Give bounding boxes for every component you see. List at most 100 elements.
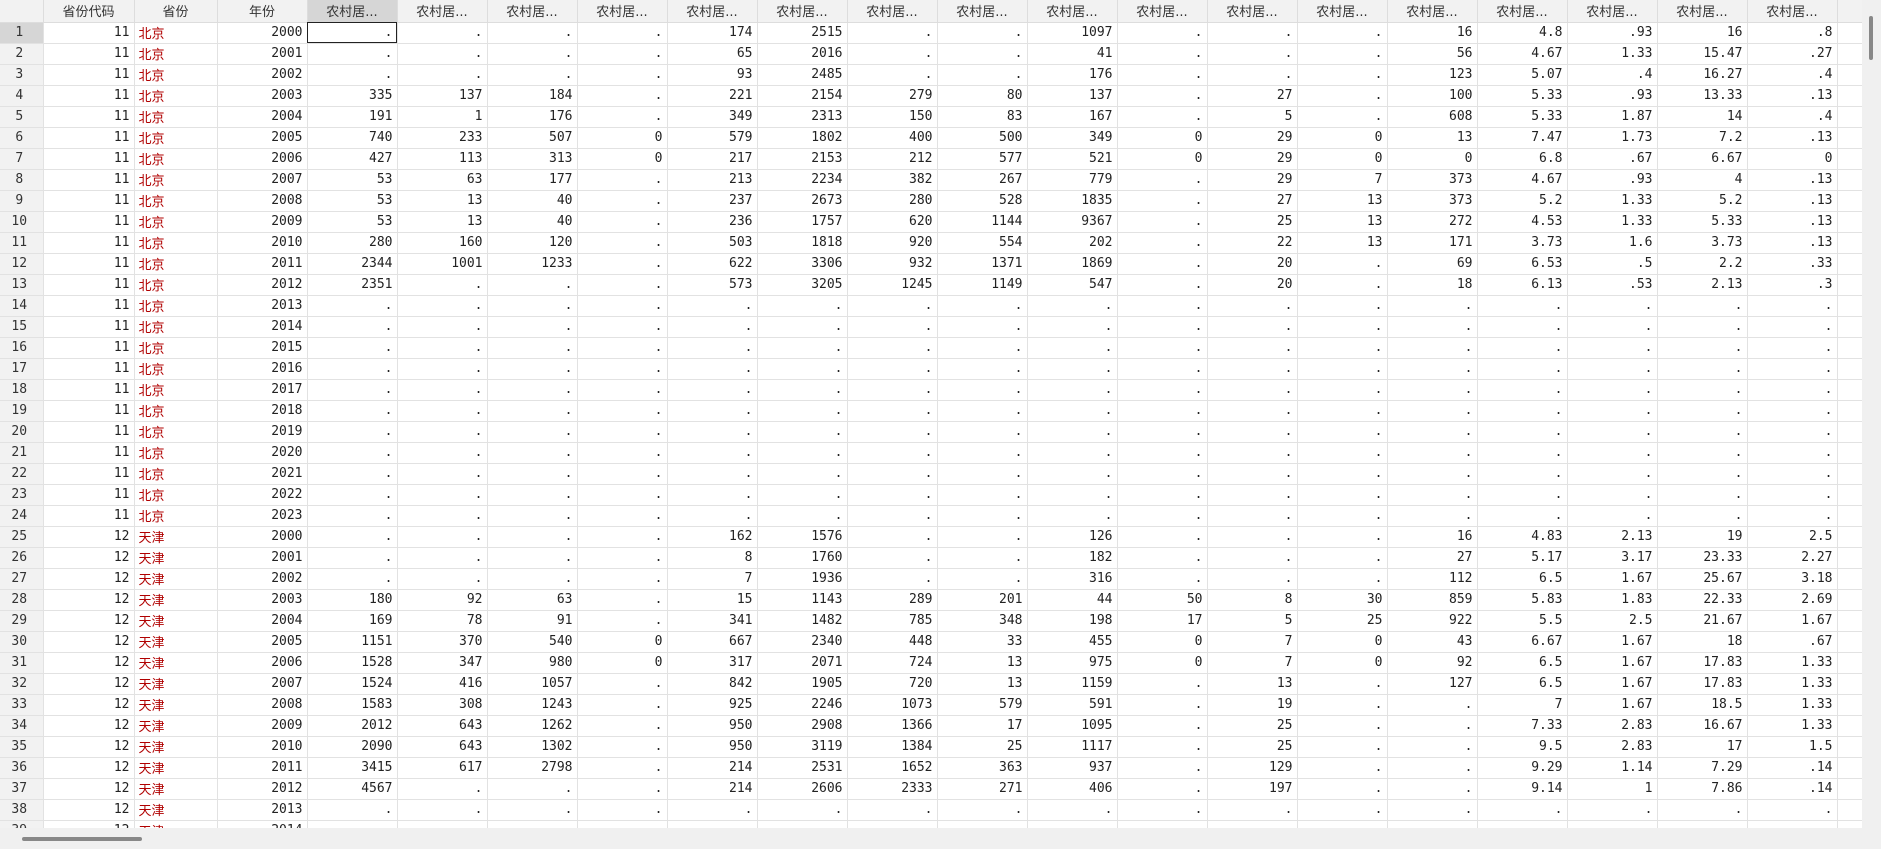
data-cell[interactable] — [1837, 190, 1862, 212]
data-cell[interactable]: . — [1297, 673, 1388, 695]
data-cell[interactable]: 16.27 — [1657, 64, 1748, 86]
data-cell[interactable]: 3415 — [307, 757, 398, 779]
data-cell[interactable]: 8 — [667, 547, 758, 569]
data-cell[interactable]: . — [1477, 316, 1568, 338]
data-cell[interactable]: . — [577, 400, 668, 422]
data-cell[interactable]: . — [847, 484, 938, 506]
data-cell[interactable]: 16 — [1657, 22, 1748, 44]
data-cell[interactable]: . — [1117, 211, 1208, 233]
horizontal-scroll-thumb[interactable] — [22, 837, 142, 841]
data-cell[interactable]: . — [1117, 820, 1208, 828]
data-cell[interactable]: 1144 — [937, 211, 1028, 233]
data-cell[interactable]: . — [487, 568, 578, 590]
data-cell[interactable] — [1837, 106, 1862, 128]
data-cell[interactable]: 13 — [937, 652, 1028, 674]
data-cell[interactable]: 13 — [1207, 673, 1298, 695]
data-cell[interactable]: . — [487, 400, 578, 422]
data-cell[interactable]: . — [1747, 316, 1838, 338]
data-cell[interactable]: . — [1747, 400, 1838, 422]
data-cell[interactable]: 622 — [667, 253, 758, 275]
data-cell[interactable]: . — [307, 568, 398, 590]
cell-province[interactable]: 北京 — [134, 190, 218, 212]
data-cell[interactable]: 63 — [487, 589, 578, 611]
cell-province[interactable]: 北京 — [134, 505, 218, 527]
data-cell[interactable]: . — [1657, 337, 1748, 359]
data-cell[interactable]: 13 — [1387, 127, 1478, 149]
data-cell[interactable]: . — [487, 820, 578, 828]
data-cell[interactable]: . — [1297, 22, 1388, 44]
cell-province[interactable]: 天津 — [134, 673, 218, 695]
data-cell[interactable]: 1057 — [487, 673, 578, 695]
data-cell[interactable]: 267 — [937, 169, 1028, 191]
cell-province[interactable]: 天津 — [134, 589, 218, 611]
data-cell[interactable]: . — [847, 295, 938, 317]
data-cell[interactable]: 41 — [1027, 43, 1118, 65]
data-cell[interactable]: 507 — [487, 127, 578, 149]
cell-province[interactable]: 北京 — [134, 64, 218, 86]
cell-province[interactable]: 北京 — [134, 232, 218, 254]
data-cell[interactable]: . — [577, 85, 668, 107]
data-cell[interactable]: 4.67 — [1477, 169, 1568, 191]
data-cell[interactable]: . — [1567, 442, 1658, 464]
data-cell[interactable]: 80 — [937, 85, 1028, 107]
data-cell[interactable]: 2313 — [757, 106, 848, 128]
data-cell[interactable]: . — [1117, 274, 1208, 296]
data-cell[interactable]: . — [1297, 106, 1388, 128]
data-cell[interactable]: . — [487, 463, 578, 485]
data-cell[interactable]: 1835 — [1027, 190, 1118, 212]
data-cell[interactable]: . — [1027, 316, 1118, 338]
data-cell[interactable]: . — [1387, 295, 1478, 317]
data-cell[interactable]: 503 — [667, 232, 758, 254]
data-cell[interactable]: 7 — [667, 568, 758, 590]
data-cell[interactable]: 69 — [1387, 253, 1478, 275]
data-cell[interactable]: 137 — [1027, 85, 1118, 107]
data-cell[interactable]: 2004 — [217, 106, 308, 128]
data-cell[interactable]: 12 — [43, 610, 135, 632]
data-cell[interactable]: . — [577, 820, 668, 828]
data-cell[interactable]: 12 — [43, 526, 135, 548]
data-cell[interactable]: 1.14 — [1567, 757, 1658, 779]
data-cell[interactable]: 554 — [937, 232, 1028, 254]
data-cell[interactable]: . — [1297, 778, 1388, 800]
data-cell[interactable]: . — [577, 526, 668, 548]
data-cell[interactable]: 922 — [1387, 610, 1478, 632]
data-cell[interactable]: 12 — [43, 652, 135, 674]
data-cell[interactable]: . — [487, 547, 578, 569]
data-cell[interactable]: 1.67 — [1567, 568, 1658, 590]
data-cell[interactable]: . — [1297, 547, 1388, 569]
cell-province[interactable]: 天津 — [134, 757, 218, 779]
data-cell[interactable]: 591 — [1027, 694, 1118, 716]
row-number[interactable]: 15 — [0, 316, 44, 338]
data-cell[interactable]: 11 — [43, 127, 135, 149]
cell-province[interactable]: 天津 — [134, 799, 218, 821]
data-cell[interactable]: 1583 — [307, 694, 398, 716]
data-cell[interactable]: 3306 — [757, 253, 848, 275]
cell-province[interactable]: 北京 — [134, 316, 218, 338]
data-browser-grid[interactable]: 省份代码 省份 年份 农村居... 农村居... 农村居... 农村居... 农村居... 农村… — [0, 0, 1862, 828]
data-cell[interactable]: 12 — [43, 547, 135, 569]
data-cell[interactable]: 169 — [307, 610, 398, 632]
data-cell[interactable]: . — [937, 400, 1028, 422]
data-cell[interactable]: . — [487, 316, 578, 338]
data-cell[interactable]: 40 — [487, 190, 578, 212]
data-cell[interactable]: 2798 — [487, 757, 578, 779]
data-cell[interactable]: .13 — [1747, 85, 1838, 107]
data-cell[interactable]: 347 — [397, 652, 488, 674]
data-cell[interactable]: . — [757, 316, 848, 338]
data-cell[interactable]: 1.33 — [1567, 190, 1658, 212]
data-cell[interactable]: . — [577, 22, 668, 44]
data-cell[interactable]: 16 — [1387, 22, 1478, 44]
data-cell[interactable] — [1837, 820, 1862, 828]
data-cell[interactable]: 349 — [667, 106, 758, 128]
data-cell[interactable]: . — [1117, 421, 1208, 443]
cell-province[interactable]: 北京 — [134, 358, 218, 380]
data-cell[interactable]: 33 — [937, 631, 1028, 653]
data-cell[interactable]: 6.67 — [1477, 631, 1568, 653]
data-cell[interactable]: . — [1117, 547, 1208, 569]
data-cell[interactable]: 3.17 — [1567, 547, 1658, 569]
data-cell[interactable]: . — [667, 799, 758, 821]
data-cell[interactable]: .67 — [1747, 631, 1838, 653]
data-cell[interactable]: . — [307, 547, 398, 569]
data-cell[interactable]: . — [577, 253, 668, 275]
data-cell[interactable]: . — [577, 673, 668, 695]
